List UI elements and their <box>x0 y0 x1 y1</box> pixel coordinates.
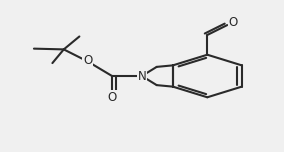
Text: O: O <box>107 91 117 104</box>
Text: O: O <box>229 16 238 29</box>
Text: N: N <box>137 69 146 83</box>
Text: O: O <box>83 54 93 67</box>
